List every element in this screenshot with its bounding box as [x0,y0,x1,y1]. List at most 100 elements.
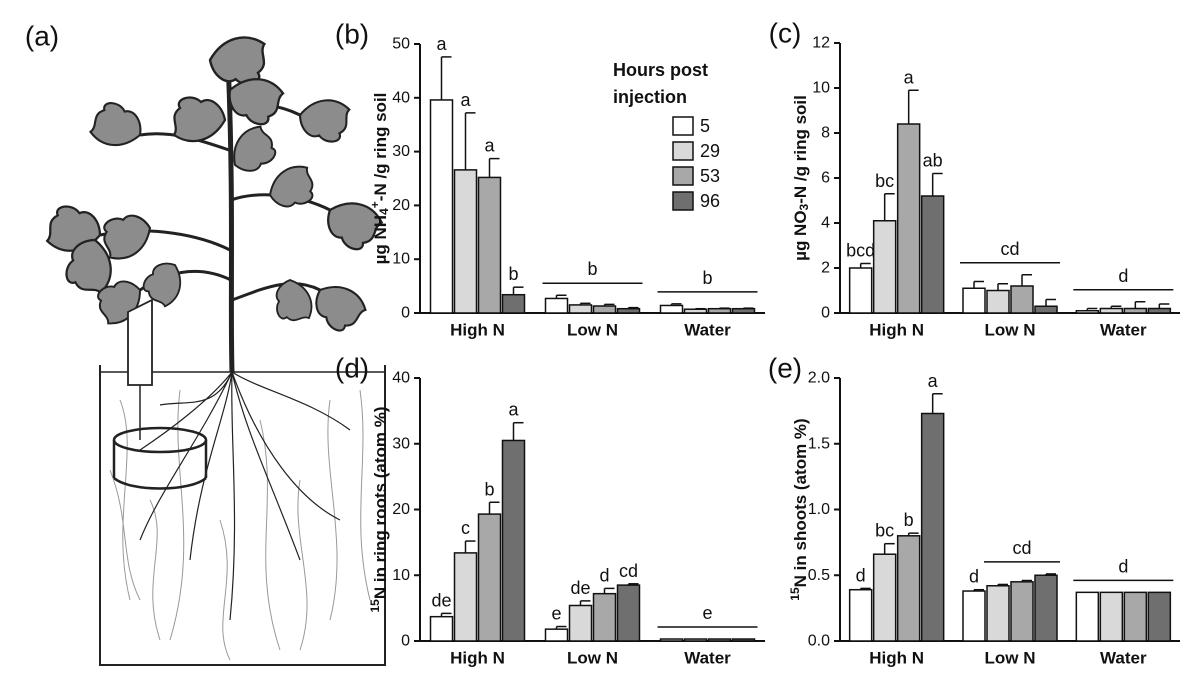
bar [477,513,502,642]
bar [544,628,569,642]
bar [501,293,526,314]
bar [962,287,986,314]
y-tick-label: 30 [392,435,410,452]
y-axis-label-part: N in ring roots (atom %) [371,406,390,599]
leaves [44,36,386,338]
pot [99,365,386,666]
bar [920,195,945,314]
significance-letter: bc [875,521,894,541]
significance-letter: de [570,578,590,598]
significance-letter: a [904,67,915,87]
significance-letter: a [508,400,519,420]
stem [225,59,235,373]
bar [592,592,617,642]
bar [501,439,526,642]
significance-letter: d [856,565,866,585]
bar [1034,574,1058,642]
bar [429,99,454,314]
bar [429,615,454,642]
bar [683,638,708,642]
y-tick-label: 20 [392,197,410,214]
y-axis-label-part: N in shoots (atom %) [791,418,810,587]
legend-swatch [672,191,694,211]
y-axis-label-part: 4 [377,208,391,215]
panel-label: (b) [335,19,369,50]
bar [986,289,1010,314]
bar [1075,591,1100,642]
bar [544,297,569,314]
bar [896,535,921,642]
bar [962,590,986,642]
significance-letter: a [484,136,495,156]
significance-letter: e [702,603,712,623]
significance-letter: b [587,259,597,279]
bar [1147,591,1172,642]
bar [1010,581,1034,642]
x-tick-label: High N [450,649,505,668]
y-tick-label: 0 [821,305,830,322]
x-tick-label: High N [450,321,505,340]
bar [616,584,641,642]
bar [616,307,641,314]
bar [592,305,617,314]
y-tick-label: 2 [821,260,830,277]
significance-letter: b [702,268,712,288]
significance-letter: ab [923,151,943,171]
significance-letter: b [904,510,914,530]
y-tick-label: 40 [392,89,410,106]
y-tick-label: 20 [392,501,410,518]
significance-letter: d [1118,556,1128,576]
y-axis-label-part: + [368,201,382,208]
significance-letter: cd [1000,239,1019,259]
bar [659,638,684,642]
legend-swatch [672,141,694,161]
bar [453,169,478,314]
significance-letter: d [1118,266,1128,286]
y-tick-label: 4 [821,215,830,232]
y-tick-label: 6 [821,170,830,187]
leaf [295,94,352,145]
bar [1123,307,1148,314]
y-axis-label: 15N in shoots (atom %) [788,418,810,600]
leaf [87,97,149,155]
significance-letter: cd [1012,538,1031,558]
bar [872,220,897,314]
leaf [138,255,191,310]
bar [568,304,593,314]
y-tick-label: 40 [392,370,410,387]
x-tick-label: Low N [567,649,618,668]
panel-label: (c) [769,18,802,49]
bar [920,412,945,642]
x-tick-label: Water [1100,321,1147,340]
bar [707,307,732,314]
legend-label: 29 [700,141,720,161]
y-axis-label-part: 15 [788,587,802,601]
significance-letter: a [460,90,471,110]
bar [731,638,756,642]
x-tick-label: High N [869,649,924,668]
bar [896,123,921,314]
y-tick-label: 12 [812,35,830,52]
significance-letter: bcd [846,241,875,261]
panel-label: (d) [335,353,369,384]
y-tick-label: 30 [392,143,410,160]
legend-title: injection [613,87,687,107]
x-tick-label: Water [684,321,731,340]
leaf [172,96,227,143]
ring [112,426,208,454]
x-tick-label: Low N [985,649,1036,668]
x-tick-label: Low N [985,321,1036,340]
y-tick-label: 0 [401,305,410,322]
y-axis-label-part: -N /g ring soil [371,93,390,202]
y-tick-label: 10 [812,80,830,97]
y-axis-label: 15N in ring roots (atom %) [368,406,390,612]
roots [109,371,371,661]
plant-illustration [44,36,386,666]
significance-letter: a [928,371,939,391]
ring-side [112,440,208,490]
significance-letter: d [599,565,609,585]
bar [659,304,684,314]
bar [477,176,502,314]
y-tick-label: 0 [401,633,410,650]
